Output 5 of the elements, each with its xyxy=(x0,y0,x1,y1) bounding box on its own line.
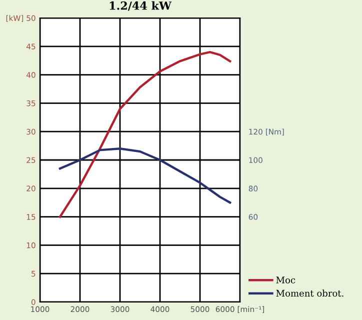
line-series xyxy=(58,148,232,204)
line-series xyxy=(58,50,232,218)
chart-title: 1.2/44 kW xyxy=(110,1,172,11)
legend-label: Moment obrot. xyxy=(276,290,344,297)
legend-label: Moc xyxy=(276,276,296,284)
